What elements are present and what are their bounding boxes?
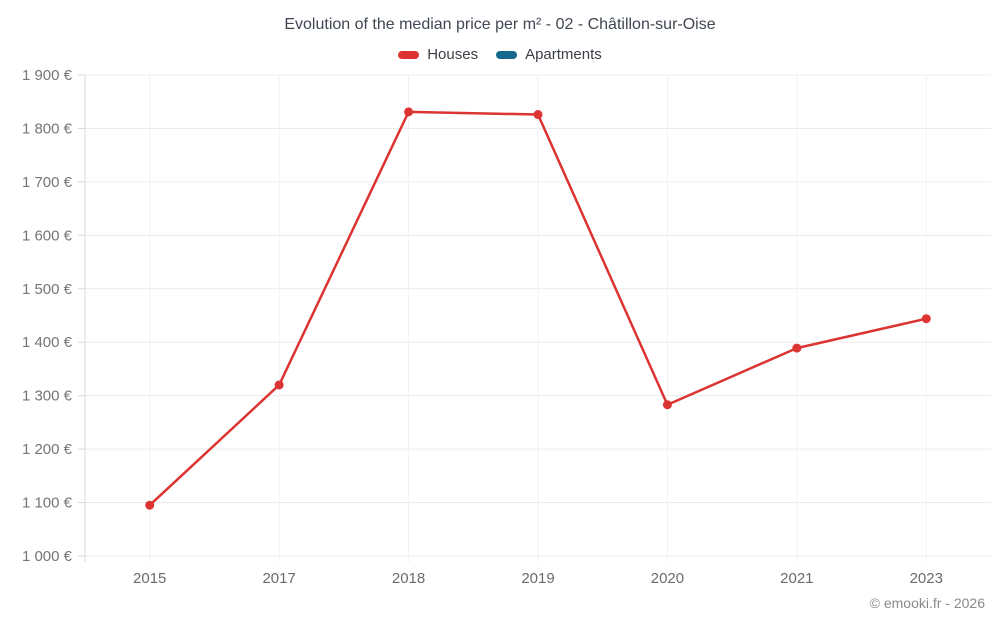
x-tick-label: 2019 (521, 570, 554, 587)
legend-label: Houses (427, 46, 479, 63)
y-tick-label: 1 700 € (22, 174, 73, 191)
legend-swatch-icon (496, 50, 518, 59)
data-point[interactable] (145, 500, 155, 510)
x-tick-label: 2015 (133, 570, 166, 587)
x-tick-label: 2018 (392, 570, 425, 587)
y-tick-label: 1 300 € (22, 388, 73, 405)
data-point[interactable] (921, 314, 931, 324)
data-point[interactable] (404, 107, 414, 117)
chart-title: Evolution of the median price per m² - 0… (284, 16, 716, 33)
y-tick-label: 1 400 € (22, 334, 73, 351)
legend-item-houses[interactable]: Houses (398, 46, 478, 63)
chart-legend: Houses Apartments (0, 46, 1000, 63)
y-tick-label: 1 500 € (22, 281, 73, 298)
y-tick-label: 1 200 € (22, 441, 73, 458)
x-tick-label: 2017 (262, 570, 295, 587)
legend-swatch-icon (398, 50, 420, 59)
x-tick-label: 2020 (651, 570, 684, 587)
data-point[interactable] (533, 110, 543, 120)
x-tick-label: 2021 (780, 570, 813, 587)
legend-item-apartments[interactable]: Apartments (496, 46, 602, 63)
y-tick-label: 1 100 € (22, 495, 73, 512)
y-tick-label: 1 800 € (22, 120, 73, 137)
legend-label: Apartments (525, 46, 602, 63)
y-tick-label: 1 900 € (22, 67, 73, 84)
data-point[interactable] (792, 343, 802, 353)
y-tick-label: 1 000 € (22, 548, 73, 565)
data-point[interactable] (274, 380, 284, 390)
copyright-credit: © emooki.fr - 2026 (869, 595, 985, 611)
x-tick-label: 2023 (910, 570, 943, 587)
data-point[interactable] (662, 400, 672, 410)
y-tick-label: 1 600 € (22, 227, 73, 244)
